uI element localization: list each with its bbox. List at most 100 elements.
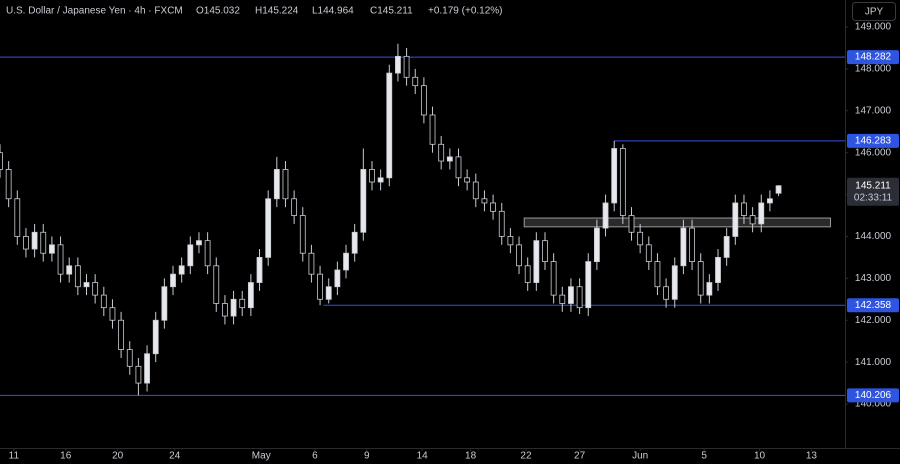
candle-body	[196, 240, 202, 246]
candle-body	[49, 244, 55, 254]
y-tick-label: 141.000	[855, 357, 892, 368]
y-tick-label: 140.000	[855, 399, 892, 410]
candle-body	[645, 244, 652, 262]
candle-body	[83, 282, 90, 288]
chart-title: U.S. Dollar / Japanese Yen · 4h · FXCM	[6, 6, 183, 17]
candle-body	[31, 231, 38, 250]
candle-body	[723, 236, 730, 258]
candle-body	[516, 244, 522, 267]
candle-body	[152, 319, 159, 355]
candle-body	[654, 261, 661, 288]
candle-body	[429, 114, 436, 145]
x-tick-label: 5	[701, 451, 707, 462]
x-tick-label: 22	[520, 451, 532, 462]
candle-body	[377, 177, 384, 183]
candle-body	[671, 265, 678, 300]
candle-body	[308, 252, 315, 275]
candle-body	[317, 273, 323, 300]
level-label-box	[847, 133, 899, 148]
x-tick-label: 9	[364, 451, 370, 462]
x-tick-label: 24	[169, 451, 181, 462]
candle-body	[351, 231, 358, 254]
y-tick-label: 149.000	[855, 22, 892, 33]
candle-body	[40, 231, 47, 254]
candle-body	[325, 286, 332, 300]
candle-body	[732, 202, 739, 237]
candle-body	[637, 231, 644, 246]
candle-body	[369, 169, 375, 183]
x-tick-label: 11	[9, 451, 20, 462]
candle-body	[533, 240, 540, 283]
candle-body	[239, 298, 246, 309]
candle-body	[412, 76, 419, 87]
x-tick-label: 18	[465, 451, 477, 462]
candle-body	[602, 202, 609, 229]
ohlc-low: L144.964	[312, 6, 354, 17]
candle-body	[593, 227, 600, 262]
candle-body	[291, 198, 298, 216]
ohlc-change: +0.179 (+0.12%)	[428, 6, 503, 17]
candle-body	[420, 85, 427, 116]
candle-body	[628, 215, 635, 233]
candle-body	[118, 319, 125, 350]
level-label: 146.283	[855, 135, 892, 146]
currency-label[interactable]: JPY	[865, 7, 884, 18]
level-label-box	[847, 50, 899, 65]
candle-body	[395, 55, 401, 74]
candle-body	[0, 152, 3, 170]
x-tick-label: May	[252, 451, 271, 462]
candle-body	[524, 265, 531, 283]
candle-body	[126, 349, 133, 367]
y-tick-label: 148.000	[855, 64, 892, 75]
candle-body	[256, 257, 263, 283]
x-tick-label: 13	[806, 451, 818, 462]
candle-body	[550, 261, 557, 296]
candle-body	[585, 261, 592, 309]
x-tick-label: 6	[312, 451, 318, 462]
candle-body	[273, 169, 280, 200]
ohlc-open: O145.032	[196, 6, 240, 17]
candle-body	[576, 286, 583, 309]
candle-body	[343, 252, 349, 271]
candle-body	[403, 55, 410, 78]
ohlc-close: C145.211	[370, 6, 413, 17]
candle-body	[282, 169, 289, 200]
candle-body	[178, 265, 185, 275]
candle-body	[247, 282, 254, 309]
candle-body	[472, 181, 479, 200]
candle-body	[438, 143, 445, 162]
candle-body	[170, 273, 176, 288]
candle-body	[299, 215, 306, 254]
last-price-box	[847, 177, 899, 206]
level-label-box	[847, 298, 899, 313]
x-tick-label: Jun	[632, 451, 648, 462]
candle-body	[775, 185, 782, 194]
candle-body	[66, 265, 73, 275]
zone	[523, 217, 831, 228]
candle-body	[689, 227, 695, 262]
candle-body	[767, 198, 773, 204]
y-tick-label: 147.000	[855, 105, 892, 116]
candle-body	[464, 177, 471, 183]
candle-body	[741, 202, 747, 216]
x-tick-label: 10	[754, 451, 766, 462]
candle-body	[619, 148, 626, 216]
candle-body	[498, 210, 505, 237]
candle-body	[100, 294, 107, 309]
y-tick-label: 146.000	[855, 147, 892, 158]
candle-body	[14, 198, 21, 237]
candle-body	[455, 156, 462, 179]
candle-body	[213, 265, 220, 304]
candle-body	[446, 156, 453, 162]
candle-body	[542, 240, 548, 262]
candle-body	[680, 227, 687, 267]
candle-body	[334, 269, 341, 288]
level-label: 142.358	[855, 300, 892, 311]
level-label: 140.206	[855, 390, 892, 401]
candle-body	[265, 198, 272, 258]
candle-body	[386, 72, 393, 179]
level-label: 148.282	[855, 52, 892, 63]
candle-body	[74, 265, 81, 288]
currency-button[interactable]	[852, 2, 896, 21]
